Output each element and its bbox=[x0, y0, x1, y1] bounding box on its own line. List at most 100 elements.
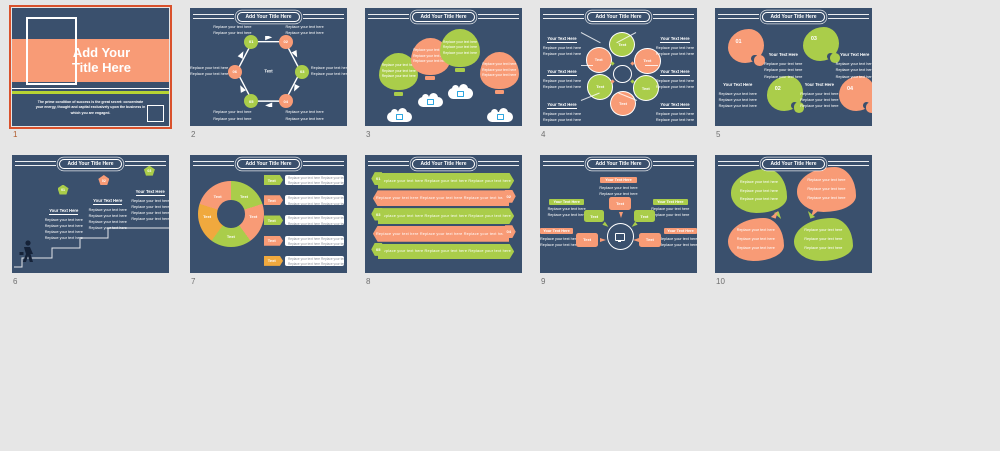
banner-bar-5: Replace your text here Replace your text… bbox=[377, 243, 515, 260]
text-line: Replace your text here bbox=[764, 62, 803, 67]
banner-title: Add Your Title Here bbox=[587, 158, 650, 169]
banner-bar-3: Replace your text here Replace your text… bbox=[377, 208, 515, 225]
chart-icon bbox=[457, 90, 465, 97]
slide-title-banner: Add Your Title Here bbox=[368, 11, 519, 22]
slide-6-staircase[interactable]: Add Your Title Here 01 02 03 Your Text H… bbox=[12, 155, 169, 273]
slide-3-balloons[interactable]: Add Your Title Here Replace your text he… bbox=[365, 8, 522, 126]
text-line: Replace your text here bbox=[44, 223, 83, 228]
hub-circle bbox=[606, 223, 634, 251]
banner-right-line bbox=[652, 14, 694, 19]
connector-line bbox=[645, 64, 658, 66]
slide-thumbnail-1: Add Your Title Here The prime condition … bbox=[9, 5, 172, 139]
slide-4-circle-flower[interactable]: Add Your Title Here Text Text Text Text … bbox=[540, 8, 697, 126]
text-group: Replace your text here Replace your text … bbox=[190, 65, 229, 77]
text-line: Replace your text here bbox=[190, 65, 229, 70]
text-line: Replace your text here Replace your text… bbox=[288, 181, 344, 186]
slide-9-callout-hub[interactable]: Add Your Title Here Your Text Here Repla… bbox=[540, 155, 697, 273]
text-line: Replace your text here bbox=[547, 213, 586, 218]
text-group-heading: Your Text Here bbox=[135, 188, 165, 196]
text-group-heading: Your Text Here bbox=[93, 198, 123, 206]
slide-5-puzzle-blobs[interactable]: Add Your Title Here 01 02 03 04 Your Tex… bbox=[715, 8, 872, 126]
title-band: Add Your Title Here bbox=[12, 38, 169, 83]
slide-2-hexagon-cycle[interactable]: Add Your Title Here Text 01 02 03 04 05 … bbox=[190, 8, 347, 126]
banner-text: Replace your text here Replace your text… bbox=[380, 249, 511, 254]
slide-number: 10 bbox=[716, 277, 725, 286]
banner-title: Add Your Title Here bbox=[237, 158, 300, 169]
text-line: Replace your text here bbox=[655, 118, 695, 123]
arrow-left-icon bbox=[632, 238, 639, 243]
banner-left-line bbox=[543, 14, 585, 19]
text-group: Your Text Here Replace your text here Rep… bbox=[542, 60, 583, 90]
text-group: Replace your text here Replace your text … bbox=[647, 206, 694, 218]
banner-right-line bbox=[302, 14, 344, 19]
flower-circle-lower-left: Text bbox=[587, 74, 614, 100]
home-icon bbox=[427, 98, 435, 105]
cycle-arrow-icon bbox=[237, 51, 244, 60]
callout-left: Text bbox=[576, 232, 599, 248]
title-line-2: Title Here bbox=[71, 59, 131, 75]
text-group: Your Text Here Replace your text here Rep… bbox=[717, 73, 759, 109]
slide-number: 3 bbox=[366, 130, 371, 139]
blob-number: 03 bbox=[810, 36, 817, 43]
cycle-arrow-icon bbox=[264, 102, 273, 108]
blob-number: 04 bbox=[846, 86, 854, 93]
text-line: Replace your text here bbox=[655, 51, 695, 56]
text-group: Replace your text here Replace your text … bbox=[283, 24, 327, 36]
balloon-basket bbox=[425, 76, 435, 81]
banner-title: Add Your Title Here bbox=[59, 158, 122, 169]
slide-7-cycle-list[interactable]: Add Your Title Here Text Text Text Text … bbox=[190, 155, 347, 273]
slide-number: 1 bbox=[13, 130, 18, 139]
staircase-diagram bbox=[14, 227, 169, 268]
text-line: Replace your text here bbox=[381, 68, 416, 73]
text-line: Replace your text here bbox=[88, 226, 127, 231]
flower-center-ring bbox=[613, 64, 633, 84]
list-rows: Text Replace your text here Replace your… bbox=[263, 175, 344, 266]
text-line: Replace your text here Replace your text… bbox=[288, 236, 344, 241]
leaf-top-left: Replace your text here Replace your text … bbox=[730, 169, 788, 213]
text-group: Your Text Here Replace your text here Rep… bbox=[834, 43, 872, 79]
cycle-node-03: 03 bbox=[295, 64, 310, 79]
hexagon-badge: 03 bbox=[371, 207, 386, 221]
slide-number: 5 bbox=[716, 130, 721, 139]
text-group-heading: Your Text Here bbox=[768, 52, 798, 58]
row-tab: Text bbox=[263, 215, 283, 226]
text-line: Replace your text here bbox=[540, 236, 579, 241]
text-group-heading: Your Text Here bbox=[540, 228, 573, 235]
text-line: Replace your text here bbox=[442, 50, 478, 55]
slide-1-title-slide[interactable]: Add Your Title Here The prime condition … bbox=[9, 5, 172, 129]
slide-8-banner-arrows[interactable]: Add Your Title Here Replace your text he… bbox=[365, 155, 522, 273]
banner-title: Add Your Title Here bbox=[412, 11, 475, 22]
text-line: Replace your text here bbox=[655, 45, 695, 50]
text-line: Replace your text here bbox=[310, 71, 347, 76]
text-line: Replace your text here bbox=[442, 39, 478, 44]
text-line: Replace your text here bbox=[655, 111, 695, 116]
slide-number: 8 bbox=[366, 277, 371, 286]
text-line: Replace your text here bbox=[381, 74, 416, 79]
text-line: Replace your text here bbox=[659, 236, 697, 241]
list-row-5: Text Replace your text here Replace your… bbox=[263, 255, 344, 266]
list-row-3: Text Replace your text here Replace your… bbox=[263, 215, 344, 226]
banner-right-line bbox=[124, 161, 166, 166]
text-line: Replace your text here bbox=[764, 68, 803, 73]
banner-bar-4: Replace your text here Replace your text… bbox=[372, 225, 510, 242]
leaf-bottom-left: Replace your text here Replace your text … bbox=[727, 217, 785, 262]
text-line: Replace your text here bbox=[413, 48, 448, 53]
text-group-heading: Your Text Here bbox=[547, 101, 577, 109]
slide-10-leaf-shapes[interactable]: Add Your Title Here Replace your text he… bbox=[715, 155, 872, 273]
text-group-heading: Your Text Here bbox=[723, 81, 753, 87]
cycle-arrow-icon bbox=[291, 50, 298, 58]
text-line: Replace your text here bbox=[88, 208, 127, 213]
slide-thumbnail-4: Add Your Title Here Text Text Text Text … bbox=[540, 8, 697, 139]
hexagon-badge: 05 bbox=[371, 242, 386, 256]
connector-line bbox=[580, 31, 601, 43]
banner-right-line bbox=[302, 161, 344, 166]
text-group: Your Text Here Replace your text here Rep… bbox=[87, 189, 128, 231]
cycle-arrow-icon bbox=[264, 36, 273, 41]
cloud-2 bbox=[418, 92, 444, 108]
callout-top: Text bbox=[609, 197, 632, 211]
text-line: Replace your text here bbox=[542, 78, 582, 83]
text-line: Replace your text here bbox=[599, 186, 638, 191]
cloud-4 bbox=[487, 107, 513, 123]
banner-left-line bbox=[193, 14, 235, 19]
text-line: Replace your text here bbox=[131, 210, 169, 215]
